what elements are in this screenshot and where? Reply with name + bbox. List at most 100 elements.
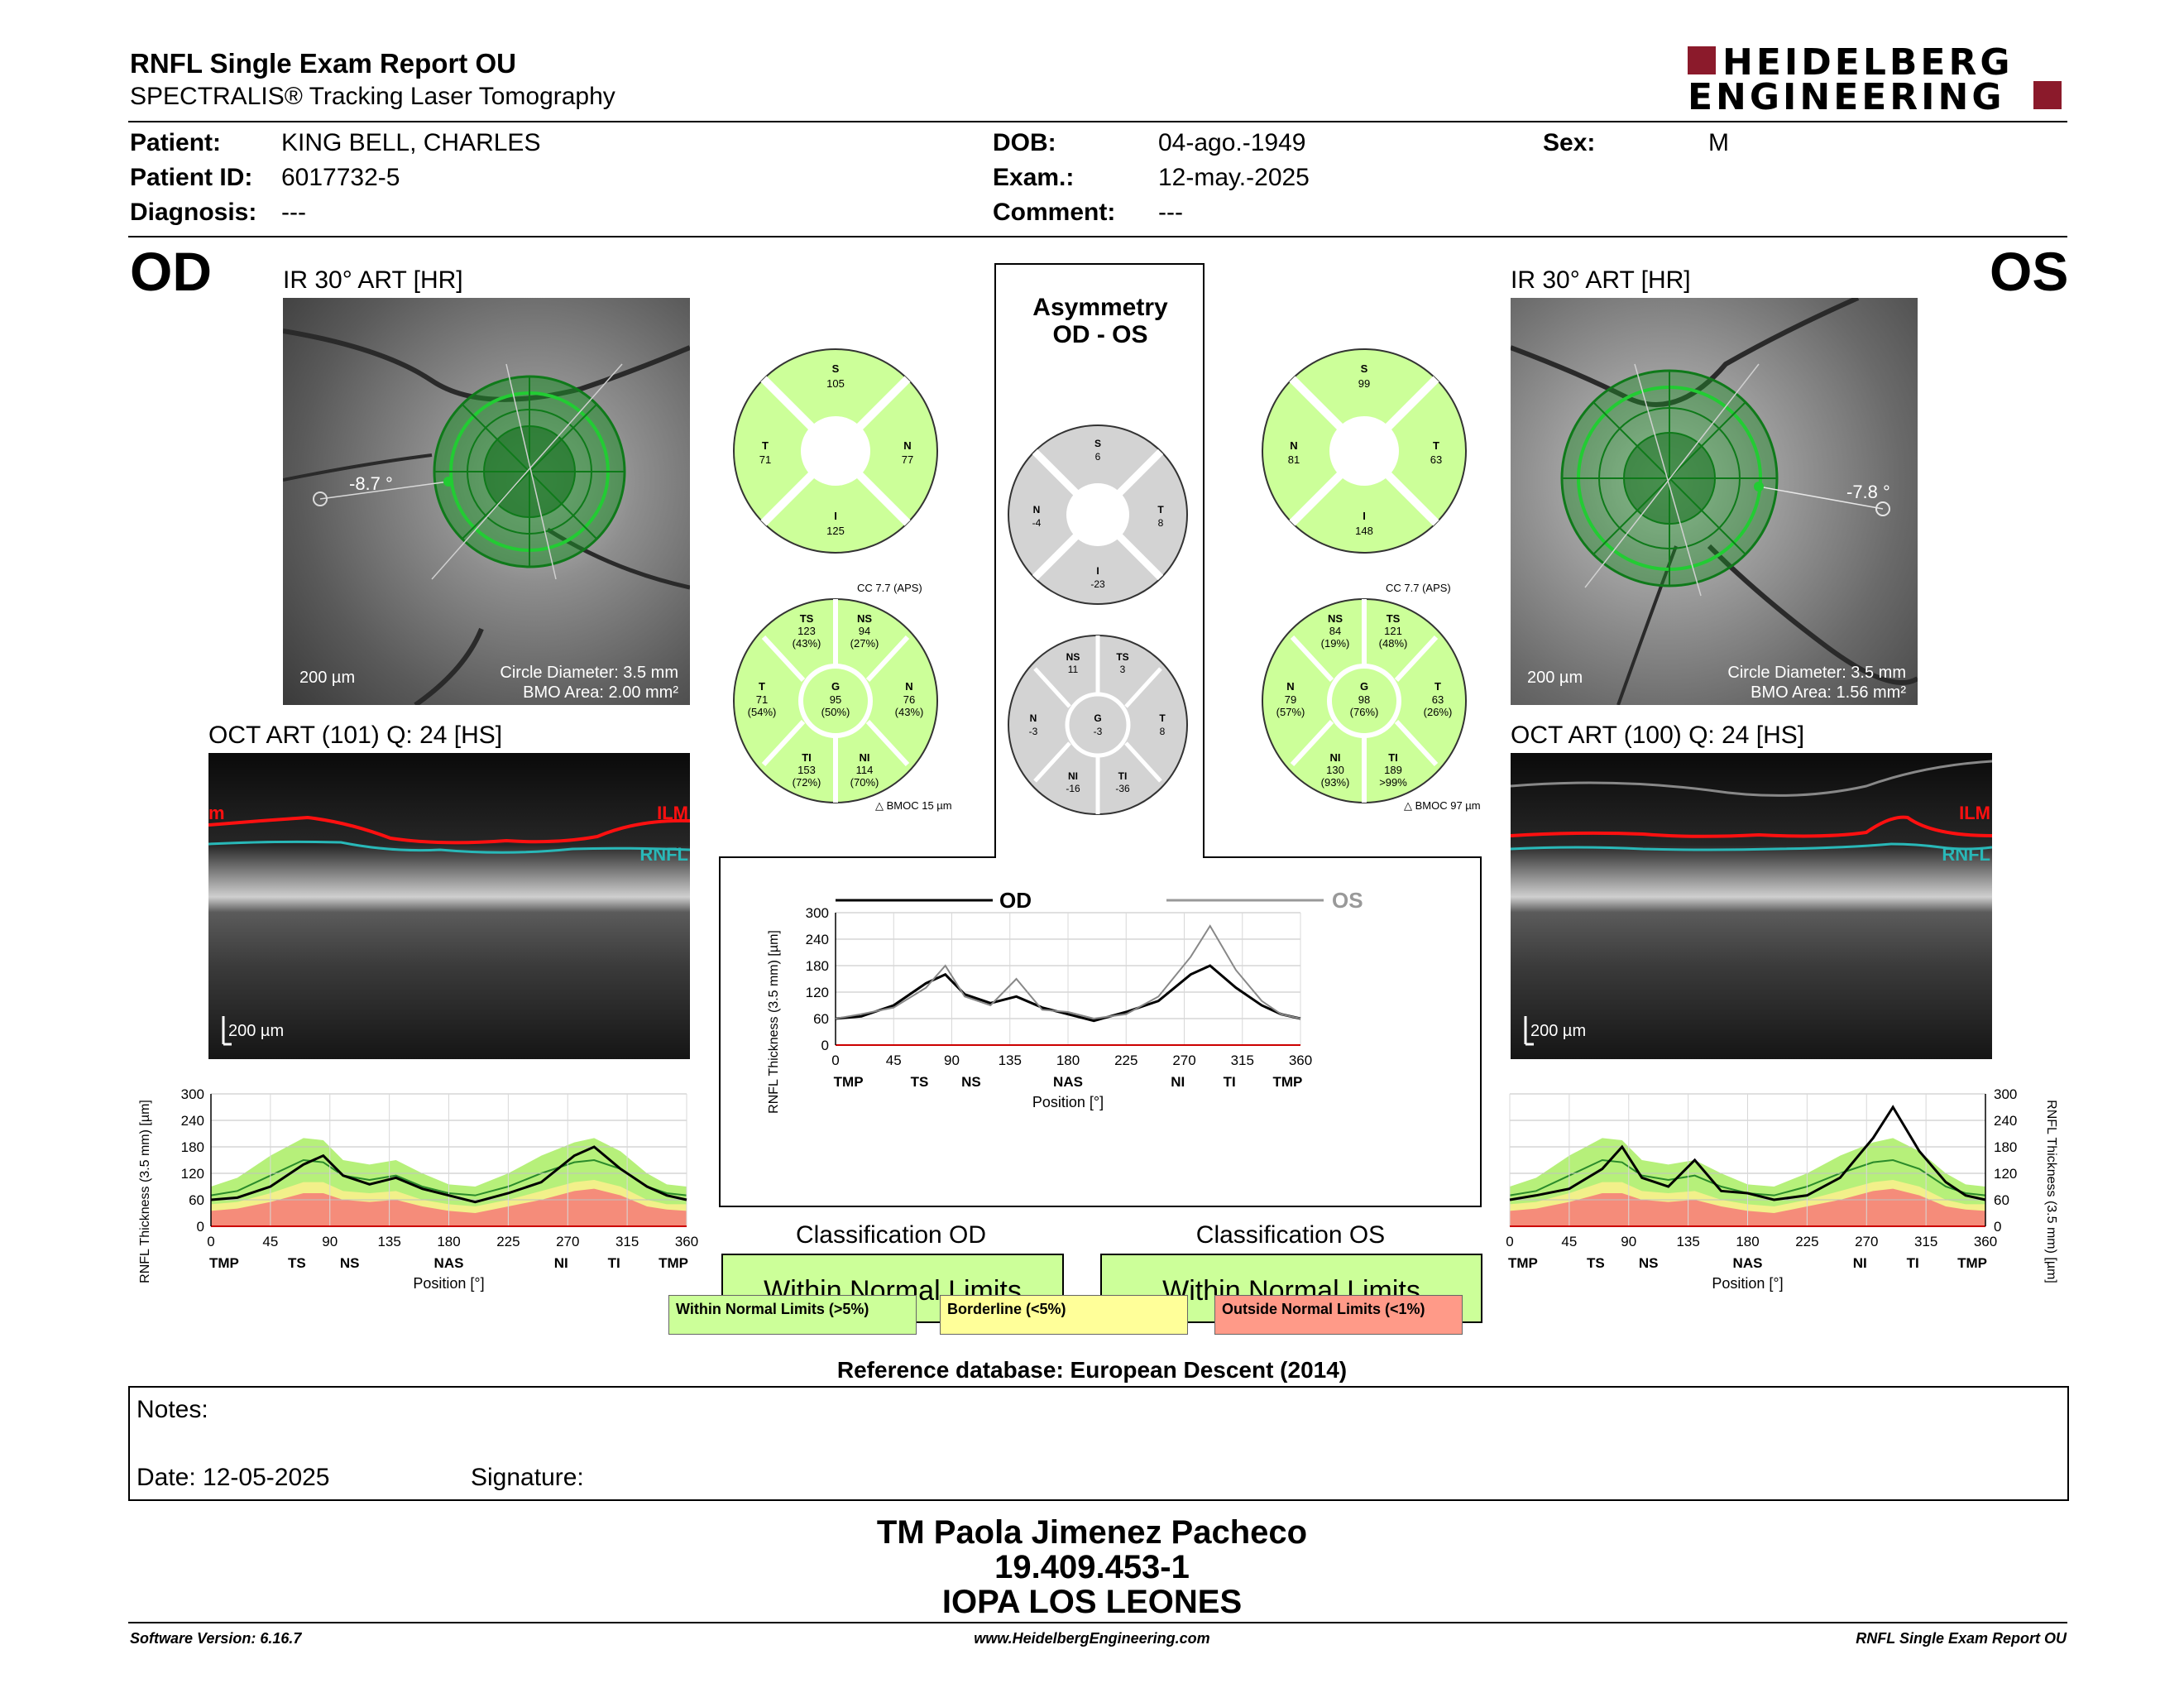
heidelberg-logo: HEIDELBERG ENGINEERING bbox=[1688, 41, 2068, 118]
svg-text:84: 84 bbox=[1329, 625, 1341, 637]
asym-profile-xtick-180: 180 bbox=[1056, 1053, 1080, 1068]
svg-text:148: 148 bbox=[1355, 525, 1373, 537]
od-angle: -8.7 ° bbox=[349, 473, 393, 494]
patient-id-value: 6017732-5 bbox=[281, 164, 400, 191]
svg-text:71: 71 bbox=[756, 693, 768, 706]
os-bmo-area: BMO Area: 1.56 mm² bbox=[1751, 683, 1906, 702]
footer-version: Software Version: 6.16.7 bbox=[130, 1630, 302, 1647]
od-onh-overlay bbox=[283, 328, 690, 705]
os-profile-ylabel: RNFL Thickness (3.5 mm) [µm] bbox=[2044, 1100, 2058, 1283]
asym-profile-xtick-45: 45 bbox=[886, 1053, 902, 1068]
od-ir-label: IR 30° ART [HR] bbox=[283, 266, 463, 294]
svg-text:(50%): (50%) bbox=[821, 706, 850, 718]
comment-value: --- bbox=[1158, 199, 1183, 226]
od-q-t: 71 bbox=[759, 453, 771, 466]
od-profile-xtick-180: 180 bbox=[437, 1234, 460, 1249]
od-circle-diameter: Circle Diameter: 3.5 mm bbox=[500, 664, 678, 682]
patient-value: KING BELL, CHARLES bbox=[281, 129, 541, 156]
svg-text:NS: NS bbox=[857, 612, 872, 625]
os-profile-ytick-180: 180 bbox=[1994, 1139, 2017, 1155]
os-profile-xtick-90: 90 bbox=[1621, 1234, 1636, 1249]
os-onh-overlay bbox=[1511, 298, 1918, 705]
od-profile-xtick-0: 0 bbox=[207, 1234, 214, 1249]
svg-text:TI: TI bbox=[802, 751, 812, 764]
logo-line2: ENGINEERING bbox=[1688, 76, 2005, 118]
asym-profile-xtick-135: 135 bbox=[999, 1053, 1022, 1068]
svg-text:G: G bbox=[1094, 712, 1101, 724]
os-profile-sector-label-2: NS bbox=[1639, 1255, 1659, 1271]
od-profile-ylabel: RNFL Thickness (3.5 mm) [µm] bbox=[138, 1100, 152, 1283]
od-fundus-image: -8.7 ° 200 µm Circle Diameter: 3.5 mm BM… bbox=[283, 298, 690, 705]
asym-profile-sector-label-4: NI bbox=[1171, 1074, 1185, 1090]
os-profile-sector-label-4: NI bbox=[1853, 1255, 1867, 1271]
os-sector-chart: NS 84 (19%) TS 121 (48%) N 79 (57%) G 98… bbox=[1262, 598, 1467, 803]
os-profile-ytick-240: 240 bbox=[1994, 1113, 2017, 1129]
os-profile-sector-label-6: TMP bbox=[1957, 1255, 1987, 1271]
asym-profile-xtick-90: 90 bbox=[944, 1053, 960, 1068]
patient-divider bbox=[128, 236, 2067, 237]
asym-profile-ylabel: RNFL Thickness (3.5 mm) [µm] bbox=[767, 930, 781, 1114]
footer-divider bbox=[128, 1622, 2067, 1623]
svg-text:(48%): (48%) bbox=[1379, 637, 1408, 650]
date-label: Date: 12-05-2025 bbox=[136, 1464, 330, 1491]
exam-value: 12-may.-2025 bbox=[1158, 164, 1310, 191]
od-q-s: 105 bbox=[826, 377, 845, 390]
svg-text:79: 79 bbox=[1285, 693, 1296, 706]
svg-text:95: 95 bbox=[830, 693, 841, 706]
asym-profile-xlabel: Position [°] bbox=[1032, 1094, 1104, 1110]
notes-label: Notes: bbox=[136, 1396, 208, 1423]
os-eye-label: OS bbox=[1990, 241, 2069, 302]
svg-text:3: 3 bbox=[1120, 664, 1126, 675]
svg-text:S: S bbox=[1361, 362, 1368, 375]
svg-text:(57%): (57%) bbox=[1276, 706, 1305, 718]
os-cc-label: CC 7.7 (APS) bbox=[1386, 582, 1451, 594]
svg-text:N: N bbox=[905, 680, 912, 693]
reference-database: Reference database: European Descent (20… bbox=[836, 1357, 1348, 1383]
legend-wnl: Within Normal Limits (>5%) bbox=[668, 1295, 917, 1335]
od-profile-ytick-60: 60 bbox=[189, 1192, 204, 1208]
svg-text:S: S bbox=[832, 362, 840, 375]
od-profile-sector-label-5: TI bbox=[608, 1255, 620, 1271]
svg-text:(27%): (27%) bbox=[850, 637, 879, 650]
od-sector-chart: TS 123 (43%) NS 94 (27%) T 71 (54%) G 95… bbox=[733, 598, 938, 803]
asym-profile-sector-label-0: TMP bbox=[834, 1074, 864, 1090]
asym-profile-xtick-225: 225 bbox=[1114, 1053, 1138, 1068]
asym-profile-ytick-120: 120 bbox=[806, 985, 829, 1000]
os-bmoc: △ BMOC 97 µm bbox=[1404, 799, 1481, 812]
svg-text:8: 8 bbox=[1160, 726, 1166, 737]
asymmetry-title-1: Asymmetry bbox=[1032, 294, 1168, 321]
asymmetry-sector-chart: NS 11 TS 3 N -3 G -3 T 8 NI -16 TI -36 bbox=[1008, 635, 1188, 815]
svg-text:98: 98 bbox=[1358, 693, 1370, 706]
od-q-n: 77 bbox=[902, 453, 913, 466]
od-profile-xtick-45: 45 bbox=[262, 1234, 278, 1249]
legend-onl: Outside Normal Limits (<1%) bbox=[1214, 1295, 1463, 1335]
dob-value: 04-ago.-1949 bbox=[1158, 129, 1306, 156]
svg-text:N: N bbox=[1290, 439, 1297, 452]
svg-text:114: 114 bbox=[856, 764, 874, 776]
os-profile-xtick-180: 180 bbox=[1736, 1234, 1759, 1249]
patient-label: Patient: bbox=[130, 129, 222, 156]
os-profile-xtick-270: 270 bbox=[1855, 1234, 1878, 1249]
svg-text:123: 123 bbox=[797, 625, 816, 637]
svg-text:(43%): (43%) bbox=[895, 706, 924, 718]
asym-profile-ytick-0: 0 bbox=[821, 1038, 829, 1053]
dob-label: DOB: bbox=[993, 129, 1056, 156]
asym-legend-os: OS bbox=[1332, 890, 1363, 913]
svg-text:189: 189 bbox=[1384, 764, 1402, 776]
os-profile-xtick-45: 45 bbox=[1561, 1234, 1577, 1249]
report-subtitle: SPECTRALIS® Tracking Laser Tomography bbox=[130, 83, 615, 110]
svg-text:(76%): (76%) bbox=[1350, 706, 1379, 718]
svg-text:NS: NS bbox=[1066, 651, 1080, 663]
od-quadrant-chart: S 105 T 71 N 77 I 125 bbox=[733, 348, 938, 554]
os-profile-xlabel: Position [°] bbox=[1712, 1275, 1783, 1292]
od-profile-sector-label-4: NI bbox=[554, 1255, 568, 1271]
od-bmoc: △ BMOC 15 µm bbox=[875, 799, 952, 812]
od-profile-xtick-315: 315 bbox=[615, 1234, 639, 1249]
svg-text:T: T bbox=[1433, 439, 1439, 452]
od-oct-bscan: m ILM RNFL 200 µm bbox=[208, 753, 690, 1059]
asym-profile-series-OS bbox=[835, 924, 1301, 1020]
od-q-i: 125 bbox=[826, 525, 845, 537]
od-profile-sector-label-2: NS bbox=[340, 1255, 360, 1271]
svg-text:NI: NI bbox=[860, 751, 870, 764]
od-profile-xtick-360: 360 bbox=[675, 1234, 698, 1249]
